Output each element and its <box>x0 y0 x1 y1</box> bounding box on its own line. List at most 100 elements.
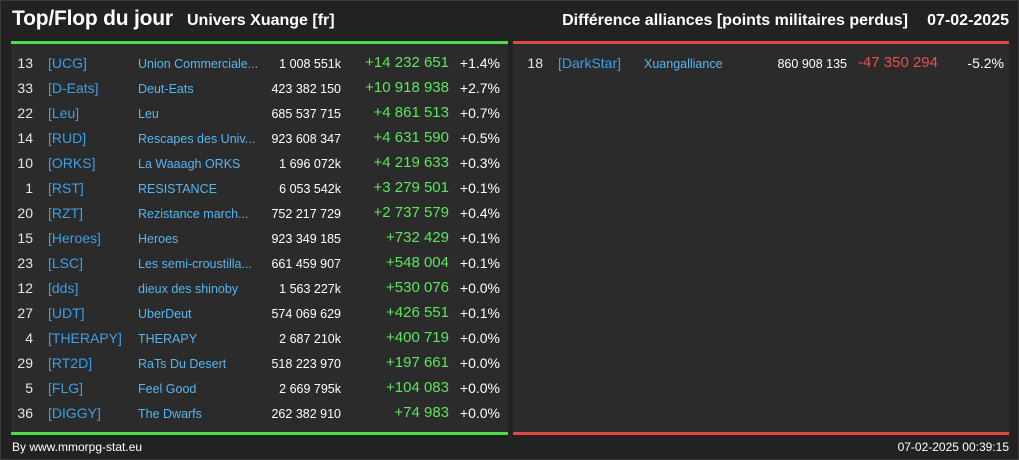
alliance-name-link[interactable]: Feel Good <box>138 382 197 396</box>
alliance-percent: +0.1% <box>459 305 500 321</box>
alliance-name-link[interactable]: dieux des shinoby <box>138 282 239 296</box>
alliance-points: 1 008 551k <box>279 57 341 71</box>
alliance-name-link[interactable]: Heroes <box>138 232 179 246</box>
alliance-rank: 5 <box>25 380 33 396</box>
alliance-percent: +0.1% <box>459 230 500 246</box>
page-title: Top/Flop du jour <box>12 7 173 30</box>
metric-label: Différence alliances [points militaires … <box>562 12 908 29</box>
top-alliance-row: 12 [dds] dieux des shinoby 1 563 227k +530 0… <box>11 276 508 301</box>
top-alliance-row: 23 [LSC] Les semi-croustilla... 661 459 907… <box>11 251 508 276</box>
alliance-name-link[interactable]: La Waaagh ORKS <box>138 157 241 171</box>
alliance-delta: +4 219 633 <box>373 154 450 171</box>
top-alliance-row: 1 [RST] RESISTANCE 6 053 542k +3 279 501 +0.1… <box>11 176 508 201</box>
alliance-delta: -47 350 294 <box>857 54 938 71</box>
alliance-rank: 36 <box>17 405 33 421</box>
alliance-points: 574 069 629 <box>271 307 341 321</box>
alliance-name-link[interactable]: Xuangalliance <box>644 57 723 71</box>
top-alliance-row: 36 [DIGGY] The Dwarfs 262 382 910 +74 983 +0.… <box>11 401 508 426</box>
alliance-name-link[interactable]: Rezistance march... <box>138 207 249 221</box>
alliance-tag-link[interactable]: [DarkStar] <box>558 55 622 71</box>
top-alliances-panel: 13 [UCG] Union Commerciale... 1 008 551k +14… <box>11 41 508 435</box>
alliance-points: 518 223 970 <box>271 357 341 371</box>
alliance-points: 1 563 227k <box>279 282 341 296</box>
header: Top/Flop du jour Univers Xuange [fr] Dif… <box>1 1 1019 41</box>
alliance-delta: +14 232 651 <box>365 54 449 71</box>
alliance-percent: +0.5% <box>459 130 500 146</box>
alliance-tag-link[interactable]: [D-Eats] <box>48 80 99 96</box>
alliance-delta: +400 719 <box>386 329 449 346</box>
universe-label: Univers Xuange [fr] <box>187 12 335 29</box>
alliance-name-link[interactable]: RaTs Du Desert <box>138 357 227 371</box>
alliance-delta: +3 279 501 <box>373 179 450 196</box>
alliance-tag-link[interactable]: [Heroes] <box>48 230 101 246</box>
alliance-name-link[interactable]: Deut-Eats <box>138 82 194 96</box>
alliance-delta: +530 076 <box>386 279 449 296</box>
alliance-percent: +0.0% <box>459 280 500 296</box>
top-alliance-row: 5 [FLG] Feel Good 2 669 795k +104 083 +0.0% <box>11 376 508 401</box>
alliance-rank: 33 <box>17 80 33 96</box>
alliance-name-link[interactable]: Les semi-croustilla... <box>138 257 252 271</box>
top-alliance-row: 20 [RZT] Rezistance march... 752 217 729 +2 … <box>11 201 508 226</box>
alliance-tag-link[interactable]: [FLG] <box>48 380 84 396</box>
alliance-delta: +548 004 <box>386 254 449 271</box>
footer: By www.mmorpg-stat.eu 07-02-2025 00:39:1… <box>1 437 1019 459</box>
alliance-points: 1 696 072k <box>279 157 341 171</box>
alliance-rank: 29 <box>17 355 33 371</box>
alliance-delta: +732 429 <box>386 229 449 246</box>
alliance-tag-link[interactable]: [RST] <box>48 180 84 196</box>
alliance-percent: +0.4% <box>459 205 500 221</box>
alliance-rank: 18 <box>527 55 543 71</box>
top-alliance-row: 15 [Heroes] Heroes 923 349 185 +732 429 +0.1% <box>11 226 508 251</box>
alliance-delta: +2 737 579 <box>373 204 450 221</box>
alliance-name-link[interactable]: RESISTANCE <box>138 182 217 196</box>
alliance-rank: 22 <box>17 105 33 121</box>
alliance-percent: +0.1% <box>459 180 500 196</box>
flop-alliance-row: 18 [DarkStar] Xuangalliance 860 908 135 -47 … <box>513 51 1009 76</box>
alliance-points: 423 382 150 <box>271 82 341 96</box>
alliance-points: 685 537 715 <box>271 107 341 121</box>
alliance-name-link[interactable]: Union Commerciale... <box>138 57 259 71</box>
alliance-tag-link[interactable]: [dds] <box>48 280 79 296</box>
alliance-tag-link[interactable]: [ORKS] <box>48 155 96 171</box>
top-alliance-row: 22 [Leu] Leu 685 537 715 +4 861 513 +0.7% <box>11 101 508 126</box>
alliance-points: 860 908 135 <box>777 57 847 71</box>
alliance-tag-link[interactable]: [THERAPY] <box>48 330 122 346</box>
alliance-tag-link[interactable]: [RT2D] <box>48 355 93 371</box>
alliance-delta: +426 551 <box>386 304 449 321</box>
alliance-tag-link[interactable]: [RUD] <box>48 130 87 146</box>
alliance-tag-link[interactable]: [UDT] <box>48 305 85 321</box>
alliance-tag-link[interactable]: [RZT] <box>48 205 83 221</box>
alliance-rank: 23 <box>17 255 33 271</box>
alliance-name-link[interactable]: Leu <box>138 107 159 121</box>
alliance-delta: +197 661 <box>386 354 449 371</box>
top-alliance-row: 4 [THERAPY] THERAPY 2 687 210k +400 719 +0.0% <box>11 326 508 351</box>
alliance-percent: +0.0% <box>459 405 500 421</box>
alliance-name-link[interactable]: The Dwarfs <box>138 407 202 421</box>
alliance-points: 2 669 795k <box>279 382 341 396</box>
alliance-percent: +0.0% <box>459 355 500 371</box>
alliance-rank: 10 <box>17 155 33 171</box>
alliance-points: 262 382 910 <box>271 407 341 421</box>
alliance-points: 6 053 542k <box>279 182 341 196</box>
alliance-points: 661 459 907 <box>271 257 341 271</box>
alliance-percent: +0.3% <box>459 155 500 171</box>
alliance-name-link[interactable]: UberDeut <box>138 307 192 321</box>
alliance-tag-link[interactable]: [UCG] <box>48 55 87 71</box>
alliance-rank: 20 <box>17 205 33 221</box>
alliance-tag-link[interactable]: [Leu] <box>48 105 80 121</box>
alliance-percent: +0.1% <box>459 255 500 271</box>
site-credit: By www.mmorpg-stat.eu <box>12 440 143 454</box>
alliance-delta: +104 083 <box>386 379 449 396</box>
alliance-percent: -5.2% <box>967 55 1004 71</box>
alliance-rank: 15 <box>17 230 33 246</box>
alliance-name-link[interactable]: THERAPY <box>138 332 198 346</box>
alliance-tag-link[interactable]: [LSC] <box>48 255 84 271</box>
alliance-delta: +10 918 938 <box>365 79 449 96</box>
flop-alliances-panel: 18 [DarkStar] Xuangalliance 860 908 135 -47 … <box>513 41 1009 435</box>
alliance-rank: 12 <box>17 280 33 296</box>
alliance-delta: +74 983 <box>394 404 449 421</box>
top-alliance-row: 29 [RT2D] RaTs Du Desert 518 223 970 +197 66… <box>11 351 508 376</box>
alliance-tag-link[interactable]: [DIGGY] <box>48 405 101 421</box>
alliance-name-link[interactable]: Rescapes des Univ... <box>138 132 256 146</box>
